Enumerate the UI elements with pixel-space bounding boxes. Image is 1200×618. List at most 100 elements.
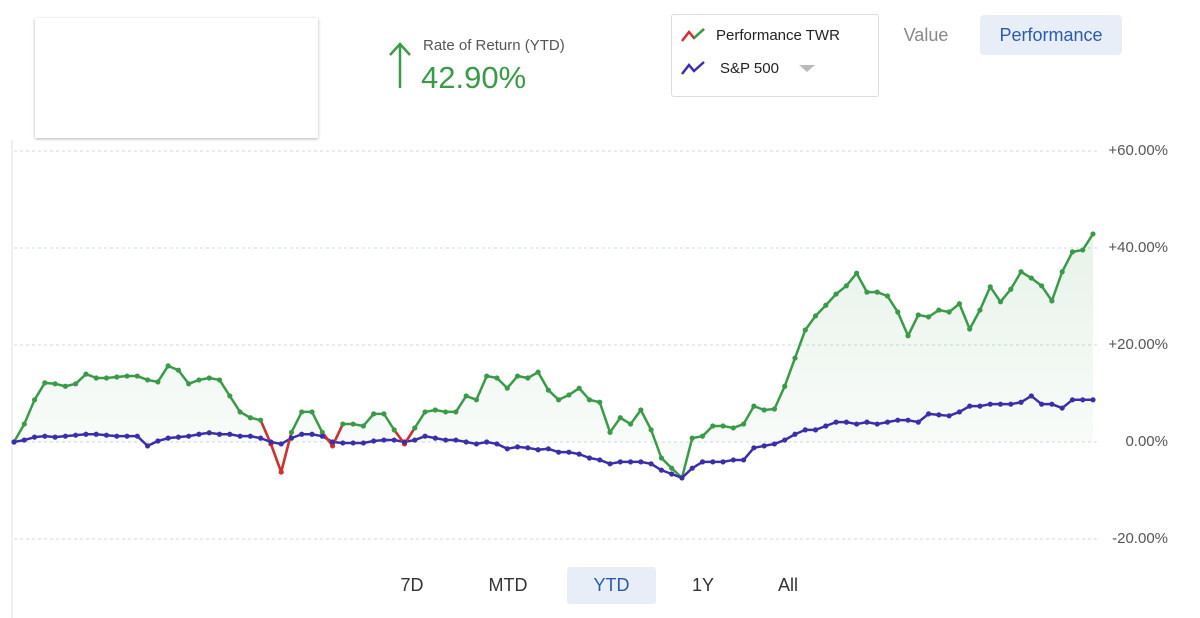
data-point	[504, 446, 510, 452]
data-point	[1090, 231, 1096, 237]
data-point	[381, 437, 387, 443]
up-arrow	[389, 42, 411, 88]
data-point	[905, 333, 911, 339]
toggle-button[interactable]: Performance	[980, 15, 1122, 55]
data-point	[360, 440, 366, 446]
data-point	[21, 437, 27, 443]
data-point	[278, 441, 284, 447]
toggle-button[interactable]: Value	[903, 25, 949, 45]
data-point	[1069, 249, 1076, 255]
data-point	[987, 401, 993, 407]
data-point	[648, 461, 654, 467]
data-point	[186, 433, 192, 439]
below-segment	[321, 431, 334, 448]
data-point	[412, 425, 418, 431]
data-point	[812, 313, 819, 319]
range-button[interactable]: 7D	[400, 575, 424, 595]
data-point	[473, 441, 480, 447]
data-point	[833, 419, 839, 425]
data-point	[412, 437, 418, 443]
data-point	[607, 429, 613, 435]
data-point	[165, 435, 171, 441]
data-point	[679, 475, 685, 481]
y-tick-label: +60.00%	[1108, 142, 1168, 159]
data-point	[1080, 247, 1086, 253]
range-button[interactable]: YTD	[567, 567, 656, 604]
data-point	[165, 363, 171, 369]
range-button[interactable]: 1Y	[691, 575, 715, 595]
data-point	[319, 429, 325, 435]
data-point	[761, 407, 767, 413]
below-segment	[403, 426, 417, 446]
legend-item: Performance TWR	[680, 26, 840, 44]
data-point	[1049, 298, 1055, 304]
data-point	[299, 431, 305, 437]
below-segment	[269, 442, 283, 474]
data-point	[843, 283, 849, 289]
data-point	[422, 409, 428, 415]
data-point	[905, 417, 911, 423]
range-button[interactable]: All	[777, 575, 798, 595]
data-point	[1080, 397, 1086, 403]
data-point	[884, 419, 891, 425]
data-point	[494, 441, 500, 447]
data-point	[155, 438, 161, 444]
data-point	[114, 374, 120, 380]
data-point	[278, 469, 284, 475]
data-point	[802, 427, 808, 433]
data-point	[247, 433, 253, 439]
data-point	[453, 437, 459, 443]
below-segment	[279, 431, 293, 474]
below-segment	[259, 418, 273, 446]
data-point	[247, 415, 253, 421]
data-point	[73, 432, 79, 438]
data-point	[597, 399, 603, 405]
data-point	[627, 459, 634, 465]
data-point	[1059, 405, 1065, 411]
data-point	[237, 409, 243, 415]
area	[14, 233, 1093, 478]
data-point	[936, 412, 942, 418]
range-button[interactable]: MTD	[488, 575, 528, 595]
data-point	[586, 397, 593, 403]
data-point	[258, 417, 264, 423]
data-point	[329, 439, 336, 445]
data-point	[638, 407, 644, 413]
data-point	[720, 459, 726, 465]
data-point	[638, 459, 644, 465]
data-point	[710, 423, 716, 429]
legend[interactable]: Performance TWR S&P 500	[671, 14, 879, 97]
data-point	[299, 409, 305, 415]
data-point	[627, 421, 634, 427]
data-point	[658, 467, 665, 473]
data-point	[699, 433, 706, 439]
data-point	[1039, 401, 1045, 407]
data-point	[371, 411, 377, 417]
data-point	[607, 461, 613, 467]
data-point	[977, 403, 983, 409]
legend-item: S&P 500	[680, 59, 817, 77]
data-point	[196, 377, 202, 383]
data-point	[669, 465, 675, 471]
data-point	[155, 379, 161, 385]
data-point	[802, 327, 808, 333]
data-point	[689, 435, 695, 441]
data-point	[946, 413, 952, 419]
legend-icon	[681, 28, 705, 42]
data-point	[31, 434, 38, 440]
dropdown-caret[interactable]	[797, 63, 817, 73]
data-point	[52, 434, 58, 440]
data-point	[658, 455, 665, 461]
data-point	[484, 439, 490, 445]
data-point	[915, 419, 921, 425]
data-point	[309, 431, 315, 437]
data-point	[751, 403, 757, 409]
y-tick-label: +40.00%	[1108, 239, 1168, 256]
data-point	[741, 421, 747, 427]
data-point	[586, 455, 593, 461]
data-point	[134, 433, 140, 439]
data-point	[689, 465, 695, 471]
data-point	[710, 459, 716, 465]
data-point	[987, 284, 993, 290]
data-point	[833, 291, 839, 297]
